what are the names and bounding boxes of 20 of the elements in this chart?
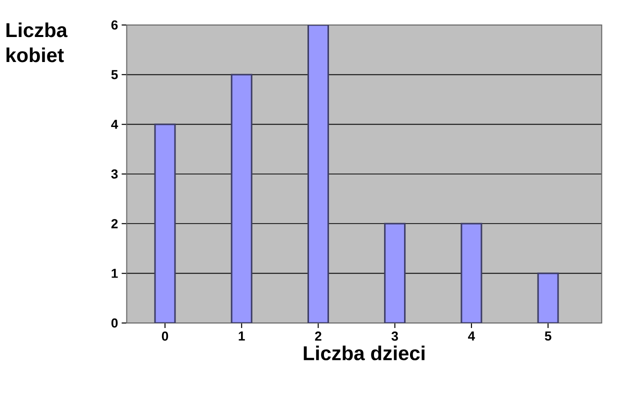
- y-tick-label: 0: [111, 318, 118, 328]
- bar: [307, 25, 329, 323]
- x-tick-label: 1: [238, 332, 245, 340]
- y-tick-label: 2: [111, 219, 118, 228]
- y-tick-label: 5: [111, 70, 118, 80]
- x-tick-label: 3: [392, 332, 398, 341]
- y-tick-label: 6: [111, 20, 118, 30]
- bar: [154, 124, 176, 323]
- bar: [460, 222, 482, 323]
- x-tick-label: 2: [315, 332, 322, 341]
- y-axis-title: Liczba kobiet: [6, 22, 68, 62]
- y-tick-label: 4: [111, 120, 118, 129]
- bar: [384, 222, 406, 323]
- bar: [230, 74, 252, 323]
- x-tick-label: 5: [544, 332, 552, 341]
- x-tick-label: 4: [468, 332, 475, 340]
- y-tick-label: 1: [112, 268, 118, 278]
- x-axis-title: Liczba dzieci: [304, 346, 424, 360]
- x-tick-label: 0: [162, 332, 168, 341]
- y-tick-label: 3: [111, 169, 118, 179]
